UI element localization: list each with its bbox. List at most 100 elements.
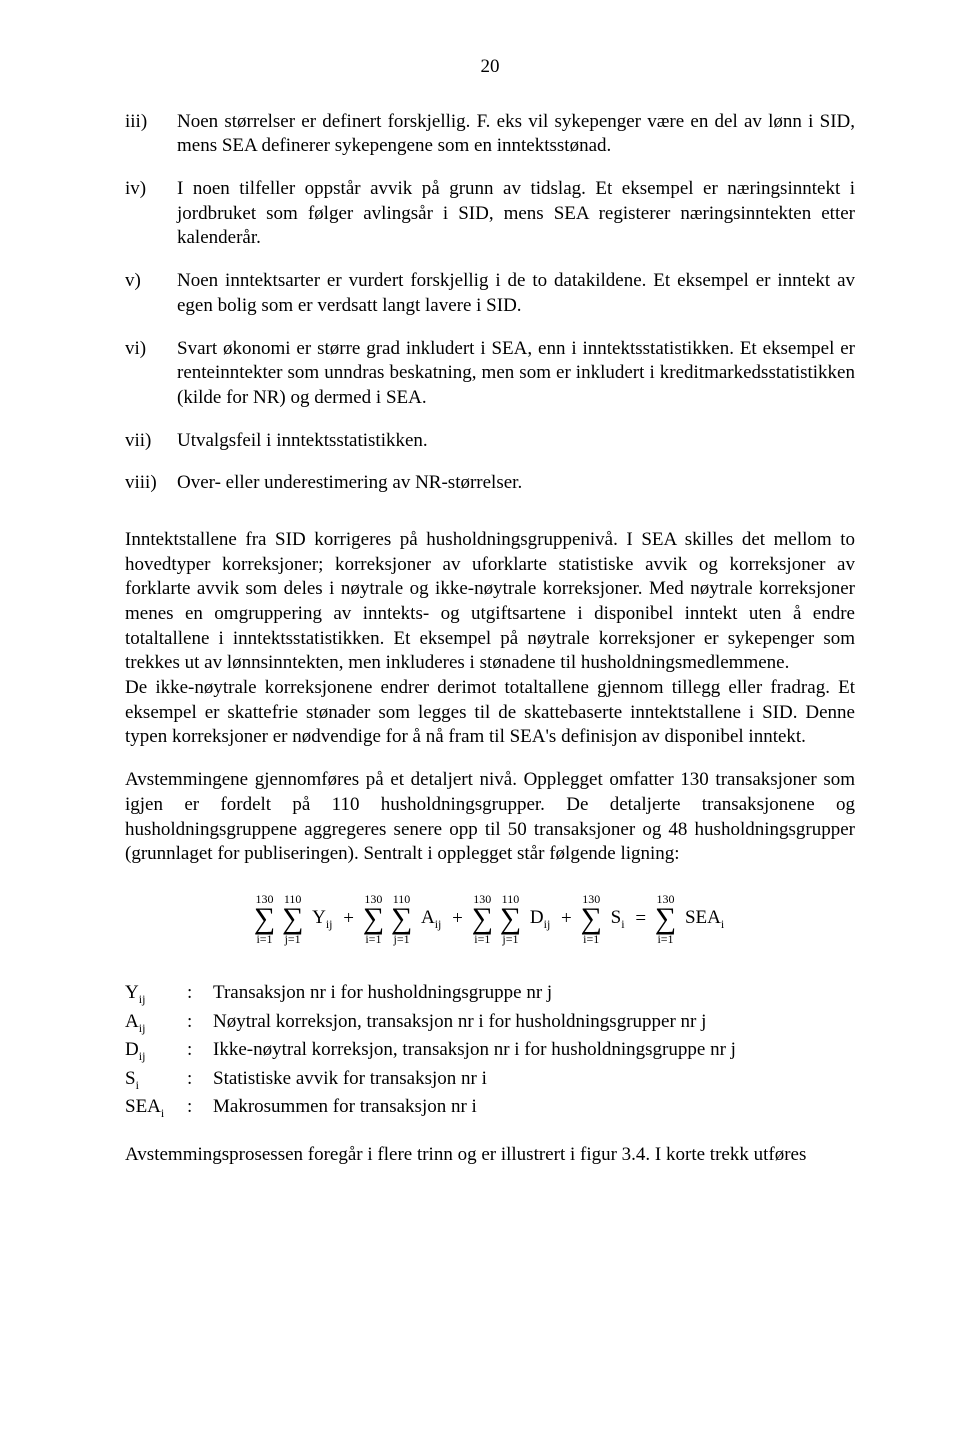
var: SEA: [685, 907, 721, 928]
sum-symbol: 110 ∑ j=1: [391, 893, 412, 946]
sum-symbol: 130 ∑ i=1: [472, 893, 493, 946]
var: S: [611, 907, 622, 928]
sum-lower: j=1: [500, 933, 521, 945]
colon: :: [187, 1067, 213, 1093]
list-text: Noen størrelser er definert forskjellig.…: [177, 110, 855, 159]
definition-symbol: Aij: [125, 1010, 187, 1036]
subscript: ij: [435, 917, 442, 931]
sigma-icon: ∑: [500, 905, 521, 934]
plus-icon: +: [561, 907, 572, 932]
sigma-icon: ∑: [581, 905, 602, 934]
paragraph-text: De ikke-nøytrale korreksjonene endrer de…: [125, 676, 855, 750]
definition-text: Ikke-nøytral korreksjon, transaksjon nr …: [213, 1038, 855, 1064]
definition-row: Dij : Ikke-nøytral korreksjon, transaksj…: [125, 1038, 855, 1064]
sigma-icon: ∑: [472, 905, 493, 934]
var: A: [125, 1011, 139, 1032]
colon: :: [187, 1010, 213, 1036]
equation-variable: Yij: [312, 906, 332, 932]
definition-symbol: Yij: [125, 981, 187, 1007]
list-text: Utvalgsfeil i inntektsstatistikken.: [177, 429, 855, 454]
definition-text: Makrosummen for transaksjon nr i: [213, 1095, 855, 1121]
definition-symbol: Si: [125, 1067, 187, 1093]
definition-symbol: Dij: [125, 1038, 187, 1064]
paragraph: Avstemmingsprosessen foregår i flere tri…: [125, 1143, 855, 1168]
var: S: [125, 1068, 136, 1089]
list-marker: viii): [125, 471, 177, 496]
sum-lower: i=1: [363, 933, 384, 945]
list-marker: iv): [125, 177, 177, 251]
list-item: v) Noen inntektsarter er vurdert forskje…: [125, 269, 855, 318]
sum-symbol: 130 ∑ i=1: [254, 893, 275, 946]
sum-lower: i=1: [254, 933, 275, 945]
list-item: vii) Utvalgsfeil i inntektsstatistikken.: [125, 429, 855, 454]
numbered-list: iii) Noen størrelser er definert forskje…: [125, 110, 855, 496]
list-item: iii) Noen størrelser er definert forskje…: [125, 110, 855, 159]
paragraph: Inntektstallene fra SID korrigeres på hu…: [125, 528, 855, 750]
equation-variable: Aij: [421, 906, 441, 932]
subscript: i: [136, 1077, 139, 1091]
subscript: i: [721, 917, 724, 931]
list-text: Over- eller underestimering av NR-større…: [177, 471, 855, 496]
colon: :: [187, 1095, 213, 1121]
sigma-icon: ∑: [363, 905, 384, 934]
page: 20 iii) Noen størrelser er definert fors…: [0, 0, 960, 1456]
definitions-list: Yij : Transaksjon nr i for husholdningsg…: [125, 981, 855, 1121]
list-text: Svart økonomi er større grad inkludert i…: [177, 337, 855, 411]
list-item: vi) Svart økonomi er større grad inklude…: [125, 337, 855, 411]
var: A: [421, 907, 435, 928]
equation-variable: Dij: [530, 906, 550, 932]
sum-lower: i=1: [655, 933, 676, 945]
sum-lower: j=1: [391, 933, 412, 945]
var: SEA: [125, 1096, 161, 1117]
colon: :: [187, 1038, 213, 1064]
plus-icon: +: [343, 907, 354, 932]
definition-row: Aij : Nøytral korreksjon, transaksjon nr…: [125, 1010, 855, 1036]
definition-row: Yij : Transaksjon nr i for husholdningsg…: [125, 981, 855, 1007]
equation-variable: SEAi: [685, 906, 724, 932]
list-item: iv) I noen tilfeller oppstår avvik på gr…: [125, 177, 855, 251]
var: D: [530, 907, 544, 928]
definition-text: Statistiske avvik for transaksjon nr i: [213, 1067, 855, 1093]
subscript: ij: [326, 917, 333, 931]
definition-row: Si : Statistiske avvik for transaksjon n…: [125, 1067, 855, 1093]
paragraph: Avstemmingene gjennomføres på et detalje…: [125, 768, 855, 867]
definition-symbol: SEAi: [125, 1095, 187, 1121]
var: Y: [312, 907, 326, 928]
subscript: ij: [139, 1049, 146, 1063]
sigma-icon: ∑: [254, 905, 275, 934]
list-marker: v): [125, 269, 177, 318]
sum-lower: i=1: [581, 933, 602, 945]
sum-symbol: 130 ∑ i=1: [363, 893, 384, 946]
definition-text: Nøytral korreksjon, transaksjon nr i for…: [213, 1010, 855, 1036]
sum-symbol: 110 ∑ j=1: [282, 893, 303, 946]
subscript: ij: [139, 1021, 146, 1035]
subscript: ij: [544, 917, 551, 931]
sum-symbol: 130 ∑ i=1: [581, 893, 602, 946]
sum-lower: j=1: [282, 933, 303, 945]
definition-row: SEAi : Makrosummen for transaksjon nr i: [125, 1095, 855, 1121]
list-marker: iii): [125, 110, 177, 159]
list-marker: vi): [125, 337, 177, 411]
equation-variable: Si: [611, 906, 625, 932]
equals-icon: =: [635, 907, 646, 932]
sum-symbol: 110 ∑ j=1: [500, 893, 521, 946]
equation: 130 ∑ i=1 110 ∑ j=1 Yij + 130 ∑ i=1 110 …: [125, 893, 855, 946]
list-text: Noen inntektsarter er vurdert forskjelli…: [177, 269, 855, 318]
subscript: i: [621, 917, 624, 931]
var: D: [125, 1039, 139, 1060]
colon: :: [187, 981, 213, 1007]
paragraph-text: Inntektstallene fra SID korrigeres på hu…: [125, 528, 855, 676]
list-text: I noen tilfeller oppstår avvik på grunn …: [177, 177, 855, 251]
sigma-icon: ∑: [282, 905, 303, 934]
sigma-icon: ∑: [391, 905, 412, 934]
page-number: 20: [125, 55, 855, 80]
plus-icon: +: [452, 907, 463, 932]
sigma-icon: ∑: [655, 905, 676, 934]
subscript: ij: [139, 992, 146, 1006]
subscript: i: [161, 1106, 164, 1120]
var: Y: [125, 982, 139, 1003]
list-marker: vii): [125, 429, 177, 454]
definition-text: Transaksjon nr i for husholdningsgruppe …: [213, 981, 855, 1007]
list-item: viii) Over- eller underestimering av NR-…: [125, 471, 855, 496]
sum-symbol: 130 ∑ i=1: [655, 893, 676, 946]
